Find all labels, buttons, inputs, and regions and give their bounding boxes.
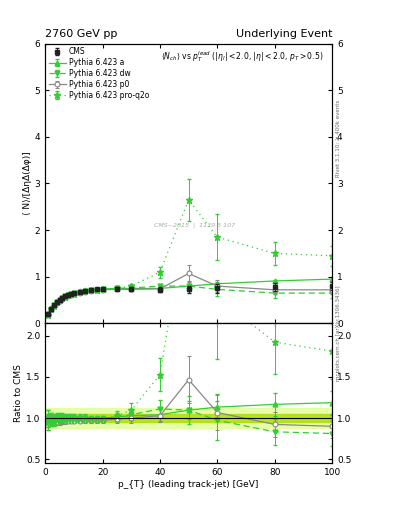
X-axis label: p_{T} (leading track-jet) [GeV]: p_{T} (leading track-jet) [GeV]	[118, 480, 259, 489]
Text: mcplots.cern.ch [arXiv:1306.3436]: mcplots.cern.ch [arXiv:1306.3436]	[336, 285, 341, 380]
Bar	[45, 408, 332, 428]
Y-axis label: ⟨ N⟩/[ΔηΔ(Δφ)]: ⟨ N⟩/[ΔηΔ(Δφ)]	[23, 152, 32, 216]
Text: Underlying Event: Underlying Event	[235, 29, 332, 39]
Text: CMS~2015  |  1139.5 107: CMS~2015 | 1139.5 107	[154, 223, 235, 228]
Legend: CMS, Pythia 6.423 a, Pythia 6.423 dw, Pythia 6.423 p0, Pythia 6.423 pro-q2o: CMS, Pythia 6.423 a, Pythia 6.423 dw, Py…	[48, 46, 151, 101]
Text: Rivet 3.1.10; ≥ 400k events: Rivet 3.1.10; ≥ 400k events	[336, 100, 341, 177]
Y-axis label: Ratio to CMS: Ratio to CMS	[14, 365, 23, 422]
Text: 2760 GeV pp: 2760 GeV pp	[45, 29, 118, 39]
Text: $\langle N_{ch}\rangle$ vs $p_T^{lead}$ ($|\eta_l|<2.0$, $|\eta|<2.0$, $p_T>0.5$: $\langle N_{ch}\rangle$ vs $p_T^{lead}$ …	[161, 49, 323, 64]
Bar	[45, 414, 332, 422]
